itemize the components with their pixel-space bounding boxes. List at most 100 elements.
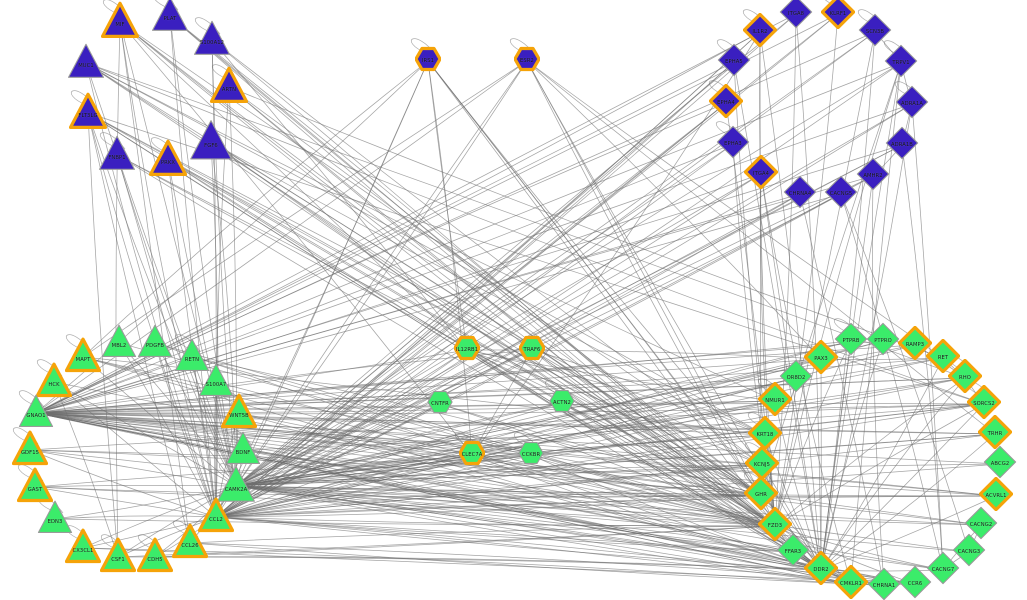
edge: [35, 412, 766, 436]
edge: [29, 449, 997, 497]
network-node-ddr2[interactable]: DDR2: [803, 550, 839, 587]
edge: [235, 485, 762, 496]
diamond-glyph: [833, 564, 869, 600]
network-node-il12rb1[interactable]: IL12RB1: [453, 335, 481, 363]
network-node-itga8[interactable]: ITGA8: [779, 0, 813, 31]
triangle-glyph: [171, 523, 209, 559]
network-node-s100a12[interactable]: S100A12: [193, 19, 231, 61]
network-node-prkx[interactable]: PRKX: [148, 139, 188, 181]
network-node-camk2a[interactable]: CAMK2A: [216, 465, 256, 506]
network-node-esr2[interactable]: ESR2: [513, 46, 541, 76]
network-node-ccl26[interactable]: CCL26: [171, 523, 209, 561]
network-node-gdf15[interactable]: GDF15: [11, 430, 49, 468]
edge: [34, 486, 776, 527]
network-node-ccl2[interactable]: CCL2: [197, 497, 235, 535]
network-node-muc1[interactable]: MUC1: [67, 43, 105, 82]
network-node-pax3[interactable]: PAX3: [803, 339, 839, 376]
hexagon-icon: [549, 388, 575, 418]
network-node-irs1[interactable]: IRS1: [414, 46, 442, 74]
network-node-trpv1[interactable]: TRPV1: [884, 44, 918, 82]
network-node-traf6[interactable]: TRAF6: [518, 335, 546, 363]
diamond-icon: [757, 506, 793, 545]
network-node-klrf1[interactable]: KLRF1: [820, 0, 856, 31]
network-node-ptprb[interactable]: PTPRB: [834, 322, 868, 358]
triangle-icon: [225, 430, 261, 470]
hexagon-glyph: [518, 441, 544, 465]
network-node-ccr6[interactable]: CCR6: [898, 565, 932, 600]
network-node-mapt[interactable]: MAPT: [64, 337, 102, 375]
node-label: MBL2: [111, 343, 127, 350]
network-node-cmklr1[interactable]: CMKLR1: [833, 564, 869, 600]
network-node-ramp3[interactable]: RAMP3: [897, 325, 933, 362]
network-node-itga4[interactable]: ITGA4: [743, 154, 779, 191]
network-node-artn[interactable]: ARTN: [209, 66, 249, 106]
edge: [235, 485, 982, 526]
network-node-rho[interactable]: RHO: [947, 358, 983, 395]
triangle-icon: [193, 19, 231, 61]
network-node-trhr[interactable]: TRHR: [977, 414, 1013, 451]
network-node-plat[interactable]: PLAT: [151, 0, 189, 35]
network-node-acvrl1[interactable]: ACVRL1: [978, 476, 1014, 513]
network-node-chrna1[interactable]: CHRNA1: [867, 567, 901, 600]
network-node-pdgfb[interactable]: PDGFB: [137, 324, 173, 361]
network-node-cacng3[interactable]: CACNG3: [952, 533, 986, 569]
network-node-ptpro[interactable]: PTPRO: [866, 322, 900, 358]
network-node-retn[interactable]: RETN: [174, 338, 210, 375]
edge: [235, 485, 852, 585]
edge: [35, 103, 913, 414]
network-node-csf1[interactable]: CSF1: [99, 537, 137, 575]
network-node-cckbr[interactable]: CCKBR: [518, 441, 544, 468]
network-node-gnao1[interactable]: GNAO1: [18, 394, 54, 431]
diamond-icon: [898, 565, 932, 600]
hexagon-icon: [513, 46, 541, 76]
edge: [85, 62, 966, 379]
network-node-ffar3[interactable]: FFAR3: [776, 533, 810, 569]
network-node-cntfr[interactable]: CNTFR: [427, 390, 453, 417]
network-node-cx3cl1[interactable]: CX3CL1: [64, 528, 102, 566]
network-node-abcg2[interactable]: ABCG2: [983, 445, 1017, 481]
network-node-fzd3[interactable]: FZD3: [757, 506, 793, 545]
network-node-fgf6[interactable]: FGF6: [189, 120, 233, 164]
network-node-adra1b[interactable]: ADRA1B: [885, 126, 919, 162]
edge: [35, 349, 468, 414]
network-node-mbl2[interactable]: MBL2: [101, 324, 137, 361]
network-node-cdh5[interactable]: CDH5: [136, 537, 174, 575]
network-node-scn3b[interactable]: SCN3B: [858, 13, 892, 49]
network-node-s100a7[interactable]: S100A7: [198, 363, 234, 400]
diamond-glyph: [824, 175, 858, 209]
network-node-ghr[interactable]: GHR: [743, 475, 779, 512]
network-node-cacng2[interactable]: CACNG2: [964, 506, 998, 542]
network-node-wnt5b[interactable]: WNT5B: [220, 393, 258, 431]
network-node-ret[interactable]: RET: [925, 338, 961, 375]
network-node-il1r2[interactable]: IL1R2: [742, 12, 778, 49]
network-node-cacng7[interactable]: CACNG7: [926, 551, 960, 587]
network-node-actn2[interactable]: ACTN2: [549, 388, 575, 418]
network-node-amhr2[interactable]: AMHR2: [856, 157, 890, 193]
network-node-sorcs2[interactable]: SORCS2: [966, 384, 1002, 421]
network-node-flt3lg[interactable]: FLT3LG: [68, 92, 108, 132]
network-node-fnbp1[interactable]: FNBP1: [98, 135, 136, 174]
network-node-epha4[interactable]: EPHA4: [708, 83, 744, 120]
diamond-icon: [884, 44, 918, 82]
network-node-clec7a[interactable]: CLEC7A: [458, 440, 486, 468]
network-node-adra1a[interactable]: ADRA1A: [895, 85, 929, 121]
edge: [82, 485, 237, 549]
network-node-edn3[interactable]: EDN3: [37, 500, 73, 537]
self-loop-edge: [513, 432, 540, 450]
network-node-mif[interactable]: MIF: [100, 1, 140, 41]
network-node-hck[interactable]: HCK: [35, 362, 73, 400]
network-node-cacng5[interactable]: CACNG5: [824, 175, 858, 211]
triangle-glyph: [99, 537, 137, 573]
triangle-glyph: [35, 362, 73, 398]
diamond-glyph: [977, 414, 1013, 450]
triangle-icon: [148, 139, 188, 181]
edge: [35, 412, 997, 497]
network-node-chrna4[interactable]: CHRNA4: [783, 175, 817, 211]
network-node-nmur1[interactable]: NMUR1: [757, 381, 793, 418]
network-node-epha5[interactable]: EPHA5: [717, 43, 751, 79]
network-node-epha3[interactable]: EPHA3: [716, 125, 750, 161]
network-node-gast[interactable]: GAST: [16, 467, 54, 505]
network-node-or8d2[interactable]: OR8D2: [779, 359, 813, 395]
network-node-bdnf[interactable]: BDNF: [225, 430, 261, 470]
